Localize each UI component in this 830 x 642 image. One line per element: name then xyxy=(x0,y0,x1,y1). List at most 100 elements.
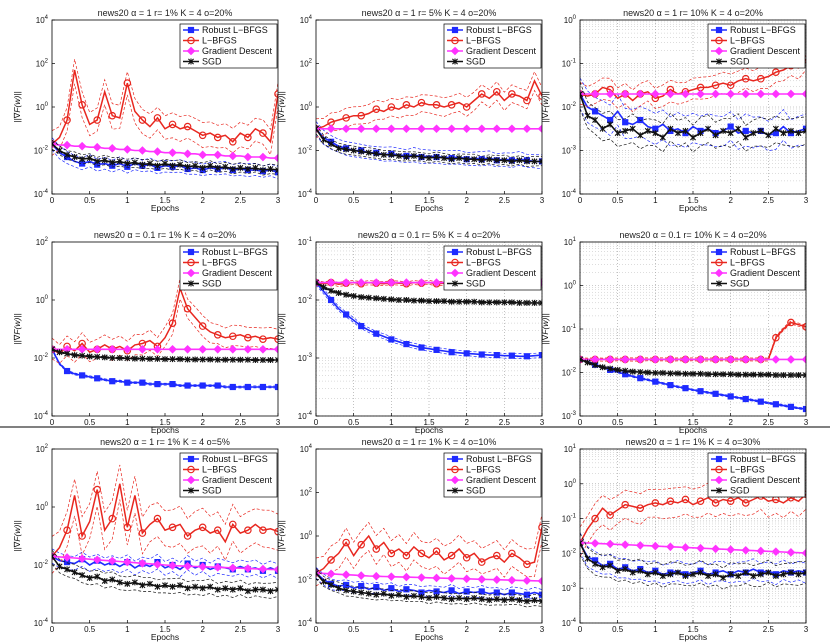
data-point xyxy=(358,148,365,155)
series-line xyxy=(316,572,542,596)
series-band xyxy=(52,563,278,599)
series-band xyxy=(52,499,278,574)
data-point xyxy=(780,372,787,379)
data-point xyxy=(681,355,690,364)
data-point xyxy=(620,540,630,550)
data-point xyxy=(237,356,244,363)
data-point xyxy=(441,594,448,601)
data-point xyxy=(432,101,441,109)
y-tick-label: 10-2 xyxy=(34,560,49,570)
data-point xyxy=(259,335,267,343)
legend-marker xyxy=(451,465,459,474)
data-point xyxy=(493,589,500,596)
data-point xyxy=(326,278,336,287)
x-axis-label: Epochs xyxy=(679,632,707,642)
data-point xyxy=(590,89,600,99)
data-point xyxy=(787,127,794,134)
data-point xyxy=(320,136,327,143)
data-point xyxy=(742,569,749,576)
chart-title: news20 α = 1 r= 1% K = 4 o=5% xyxy=(100,437,230,447)
data-point xyxy=(501,157,508,164)
data-point xyxy=(153,114,162,122)
data-point xyxy=(199,382,206,389)
legend-marker xyxy=(714,268,724,278)
y-tick-label: 100 xyxy=(36,102,49,112)
data-point xyxy=(229,356,236,363)
chart-panel-4: 0 0.5 1 1.5 2 2.5 3 10-4 10-2 100 102 news20 α = 0.… xyxy=(12,230,281,435)
data-point xyxy=(78,532,86,540)
data-point xyxy=(213,330,222,339)
x-tick-label: 3 xyxy=(804,625,809,634)
data-point xyxy=(64,151,71,158)
chart-title: news20 α = 1 r= 1% K = 4 o=20% xyxy=(98,8,233,18)
data-point xyxy=(395,591,402,598)
data-point xyxy=(735,371,742,378)
data-point xyxy=(757,127,764,134)
data-point xyxy=(801,89,806,99)
legend-entry: SGD xyxy=(202,57,222,67)
data-point xyxy=(154,355,161,362)
data-point xyxy=(138,558,147,568)
data-point xyxy=(259,383,267,391)
legend-entry: Robust L−BFGS xyxy=(202,25,268,35)
legend-marker xyxy=(452,280,458,287)
data-point xyxy=(358,294,365,301)
data-point xyxy=(644,571,651,578)
data-point xyxy=(659,573,666,580)
series-band xyxy=(52,562,278,580)
data-point xyxy=(712,371,719,378)
data-point xyxy=(417,573,426,582)
legend-marker xyxy=(451,26,459,34)
data-point xyxy=(697,370,704,377)
data-point xyxy=(463,156,470,163)
data-point xyxy=(380,295,387,302)
x-tick-label: 1 xyxy=(125,625,130,634)
data-point xyxy=(772,372,779,379)
data-point xyxy=(94,573,101,580)
data-point xyxy=(275,167,278,174)
data-point xyxy=(705,125,712,132)
legend-entry: Gradient Descent xyxy=(202,475,273,485)
data-point xyxy=(463,596,470,603)
x-tick-label: 1 xyxy=(389,625,394,634)
data-point xyxy=(222,585,229,592)
data-point xyxy=(124,355,131,362)
y-tick-label: 10-1 xyxy=(562,59,577,69)
data-point xyxy=(258,564,268,574)
data-point xyxy=(198,562,207,572)
data-point xyxy=(124,379,131,386)
data-point xyxy=(750,130,757,137)
x-tick-label: 3 xyxy=(804,418,809,427)
data-point xyxy=(591,514,599,523)
data-point xyxy=(77,554,87,563)
data-point xyxy=(267,588,274,595)
data-point xyxy=(365,590,372,597)
legend-marker xyxy=(715,258,723,267)
data-point xyxy=(62,553,72,562)
data-point xyxy=(787,569,794,576)
data-point xyxy=(803,127,806,134)
data-point xyxy=(183,344,192,354)
data-point xyxy=(168,319,177,328)
series-band xyxy=(316,284,542,360)
data-point xyxy=(741,355,751,364)
data-point xyxy=(711,89,720,99)
data-point xyxy=(644,127,651,134)
data-point xyxy=(358,582,365,590)
legend-box xyxy=(179,23,278,69)
data-point xyxy=(727,123,734,130)
data-point xyxy=(711,81,720,90)
series-line xyxy=(316,79,542,130)
data-point xyxy=(259,129,267,137)
data-point xyxy=(342,114,350,122)
series-line xyxy=(52,483,278,557)
data-point xyxy=(801,548,806,558)
data-point xyxy=(508,596,515,603)
data-point xyxy=(116,158,123,165)
chart-title: news20 α = 1 r= 1% K = 4 o=30% xyxy=(626,437,761,447)
y-axis-label: ||∇F(w)|| xyxy=(540,91,550,123)
data-point xyxy=(478,157,485,164)
legend-marker xyxy=(186,475,196,485)
data-point xyxy=(214,164,221,171)
